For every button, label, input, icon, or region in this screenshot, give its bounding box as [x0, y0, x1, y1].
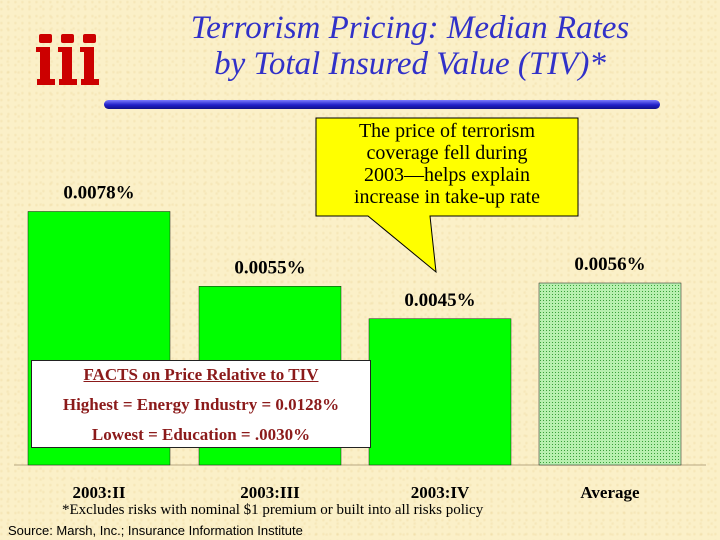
callout-text: The price of terrorism coverage fell dur…: [318, 120, 576, 208]
data-label: 0.0045%: [404, 290, 475, 311]
footnote: *Excludes risks with nominal $1 premium …: [62, 502, 484, 518]
category-label: 2003:III: [240, 483, 300, 502]
bar-2003-iv: [368, 318, 512, 466]
facts-box: FACTS on Price Relative to TIV Highest =…: [31, 360, 371, 448]
iii-logo: [36, 34, 99, 85]
data-label: 0.0056%: [574, 254, 645, 275]
category-label: 2003:II: [73, 483, 126, 502]
facts-highest: Highest = Energy Industry = 0.0128%: [62, 395, 340, 414]
callout-line-3: 2003—helps explain: [363, 164, 531, 186]
category-label: 2003:IV: [411, 483, 470, 502]
callout-bubble: [315, 117, 579, 274]
page-title-line-2: by Total Insured Value (TIV)*: [214, 46, 606, 82]
page-title-line-1: Terrorism Pricing: Median Rates: [190, 10, 630, 46]
category-label: Average: [580, 483, 640, 502]
callout-line-4: increase in take-up rate: [353, 186, 540, 208]
iii-logo-mark: [36, 34, 99, 85]
source-note: Source: Marsh, Inc.; Insurance Informati…: [8, 523, 303, 538]
data-label: 0.0078%: [63, 183, 134, 204]
callout-line-2: coverage fell during: [366, 142, 528, 164]
facts-lowest: Lowest = Education = .0030%: [91, 425, 311, 444]
bar-average: [538, 282, 682, 466]
callout-line-1: The price of terrorism: [358, 120, 536, 142]
page-title: Terrorism Pricing: Median Rates by Total…: [110, 10, 710, 82]
title-underline-bar: [104, 100, 660, 109]
facts-heading: FACTS on Price Relative to TIV: [83, 365, 319, 384]
data-label: 0.0055%: [234, 257, 305, 278]
